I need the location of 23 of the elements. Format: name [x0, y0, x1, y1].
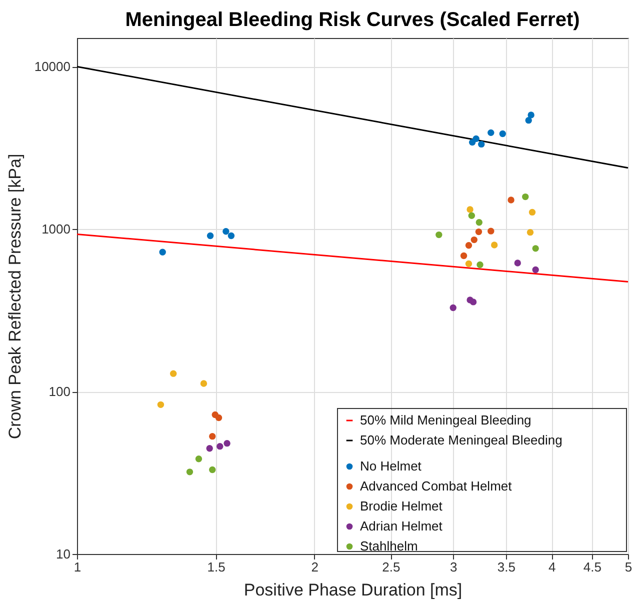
legend-label: No Helmet [360, 458, 422, 474]
y-tick-label: 1000 [42, 222, 70, 237]
legend-label: Advanced Combat Helmet [360, 478, 512, 494]
y-axis-title: Crown Peak Reflected Pressure [kPa] [5, 154, 24, 440]
x-tick-label: 3 [450, 560, 458, 574]
y-tick-label: 10000 [34, 59, 70, 74]
x-tick-label: 2.5 [382, 560, 400, 574]
x-tick-label: 5 [624, 560, 632, 574]
legend-label: Brodie Helmet [360, 498, 443, 514]
x-tick-label: 2 [311, 560, 318, 574]
x-tick-label: 4 [548, 560, 556, 574]
x-axis-title: Positive Phase Duration [ms] [244, 580, 462, 600]
x-tick-label: 1.5 [207, 560, 226, 574]
legend-label: 50% Moderate Meningeal Bleeding [360, 432, 562, 448]
x-tick-label: 3.5 [497, 560, 516, 574]
x-tick-label: 4.5 [583, 560, 602, 574]
y-tick-label: 100 [48, 384, 70, 400]
legend-label: Stahlhelm [360, 538, 418, 554]
legend-label: Adrian Helmet [360, 518, 443, 534]
x-tick-label: 1 [74, 560, 82, 574]
y-tick-label: 10 [56, 546, 70, 562]
legend-label: 50% Mild Meningeal Bleeding [360, 412, 532, 428]
chart-title: Meningeal Bleeding Risk Curves (Scaled Ferret) [125, 9, 580, 31]
